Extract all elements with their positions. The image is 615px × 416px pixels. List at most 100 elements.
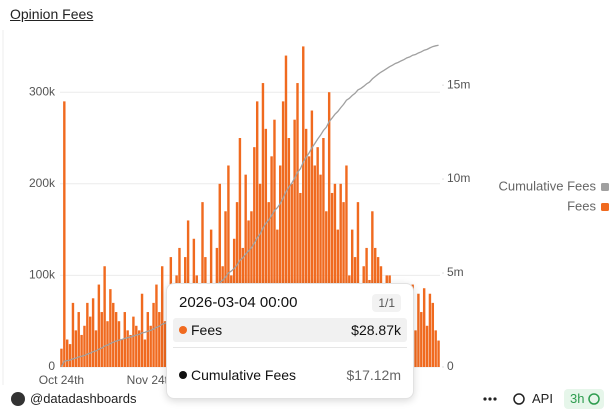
y-tick-label: 0 <box>48 359 55 373</box>
bar <box>155 284 158 367</box>
x-tick-label: Nov 24th <box>127 373 175 387</box>
tooltip-dot <box>179 326 187 334</box>
bar <box>94 330 98 367</box>
bar <box>293 119 296 367</box>
bar <box>284 55 288 367</box>
bar <box>60 348 63 367</box>
bar <box>437 340 440 367</box>
bar <box>431 302 435 367</box>
bar <box>63 101 66 367</box>
y2-tick-label: 10m <box>447 171 470 185</box>
bar <box>100 312 103 367</box>
bar <box>109 289 112 367</box>
bar <box>428 293 432 367</box>
legend-swatch <box>601 183 609 191</box>
bar <box>74 330 78 367</box>
chart-title[interactable]: Opinion Fees <box>10 6 94 22</box>
bar <box>77 312 80 367</box>
bar <box>137 330 141 367</box>
bar <box>114 312 118 367</box>
y-tick-label: 100k <box>29 268 56 282</box>
bar <box>103 266 106 367</box>
tooltip-divider <box>173 347 407 348</box>
bar <box>71 302 75 367</box>
bar <box>80 334 83 367</box>
bar <box>146 312 150 367</box>
bar <box>83 325 86 367</box>
footer-user[interactable]: @datadashboards <box>30 391 137 406</box>
bar <box>227 165 230 367</box>
y-tick-label: 200k <box>29 176 56 190</box>
bar <box>330 192 334 367</box>
bar <box>89 316 92 367</box>
y-tick-label: 300k <box>29 84 56 98</box>
bar <box>258 183 262 367</box>
bar <box>420 312 423 367</box>
bar <box>339 183 342 367</box>
bar <box>120 339 124 367</box>
y2-tick-label: 5m <box>447 265 464 279</box>
line <box>60 44 439 367</box>
bar <box>270 156 273 367</box>
bar <box>112 302 115 367</box>
bar <box>310 110 314 367</box>
bar <box>97 284 101 367</box>
tooltip-value: $28.87k <box>351 322 401 338</box>
bar <box>304 128 308 367</box>
bar <box>417 293 420 367</box>
bar <box>68 344 72 367</box>
tooltip-row: Cumulative Fees $17.12m <box>173 363 407 387</box>
bar <box>123 312 126 367</box>
bar <box>273 119 276 367</box>
tooltip-value: $17.12m <box>346 367 401 383</box>
bar <box>307 156 311 367</box>
tooltip: 2026-03-04 00:00 1/1 Fees $28.87k Cumula… <box>166 283 414 399</box>
bar <box>322 138 325 367</box>
bar <box>302 46 305 367</box>
tooltip-date: 2026-03-04 00:00 <box>179 294 298 311</box>
bar <box>238 138 242 367</box>
bar <box>218 183 221 367</box>
bar <box>135 325 138 367</box>
tooltip-dot <box>179 371 187 379</box>
footer-refresh[interactable]: 3h <box>570 391 585 406</box>
tooltip-row: Fees $28.87k <box>173 318 407 342</box>
y2-tick-label: 15m <box>447 77 470 91</box>
bar <box>152 302 155 367</box>
bar <box>163 321 167 367</box>
bar <box>422 288 426 367</box>
tooltip-label: Fees <box>191 322 223 338</box>
bar <box>158 312 161 367</box>
bar <box>255 101 259 367</box>
bar <box>425 325 429 367</box>
bar <box>279 165 282 367</box>
bar <box>264 128 268 367</box>
bar <box>244 174 247 367</box>
bar <box>65 339 69 367</box>
bar <box>149 325 152 367</box>
bar <box>345 165 348 367</box>
bar <box>86 302 89 367</box>
tooltip-label: Cumulative Fees <box>191 367 297 383</box>
bar <box>160 266 164 367</box>
bar <box>106 321 109 367</box>
legend-label: Fees <box>567 198 596 213</box>
footer-api[interactable]: API <box>532 391 553 406</box>
bar <box>319 174 322 367</box>
legend-label: Cumulative Fees <box>498 178 596 193</box>
tooltip-page: 1/1 <box>372 294 401 312</box>
bar <box>132 316 135 367</box>
bar <box>327 92 331 367</box>
bar <box>316 147 319 367</box>
bar <box>296 83 299 368</box>
bar <box>126 330 129 367</box>
bar <box>281 101 285 367</box>
bar <box>140 293 144 367</box>
bar <box>290 183 293 367</box>
bar <box>414 330 417 367</box>
y2-tick-label: 0 <box>447 359 454 373</box>
bar <box>143 339 147 367</box>
legend-swatch <box>601 203 609 211</box>
bar <box>261 83 265 368</box>
